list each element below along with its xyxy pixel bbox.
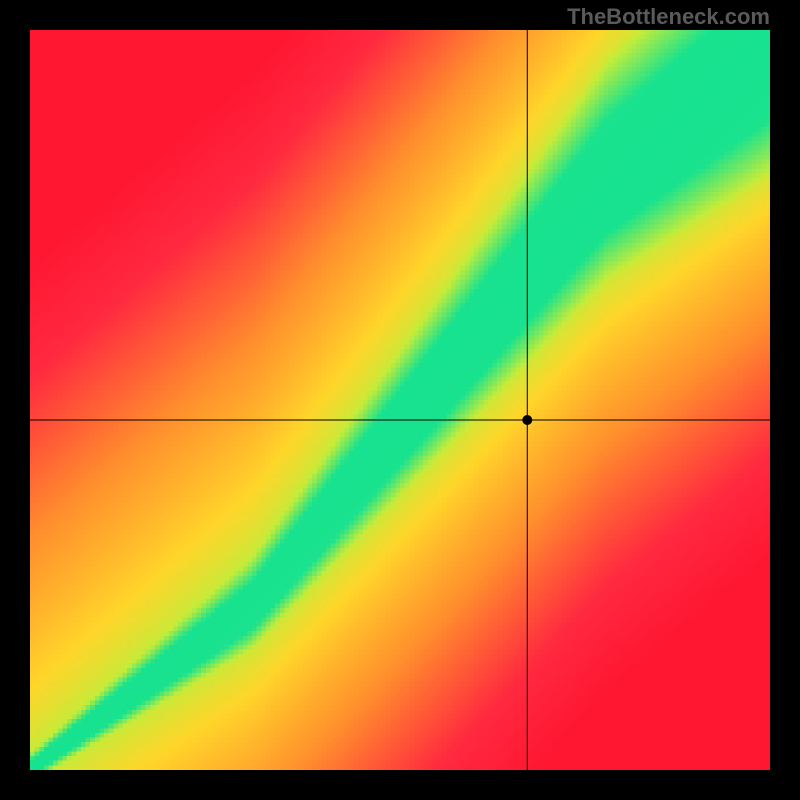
marker-dot: [522, 415, 532, 425]
overlay-layer: [0, 0, 800, 800]
chart-container: TheBottleneck.com: [0, 0, 800, 800]
watermark-label: TheBottleneck.com: [567, 4, 770, 30]
